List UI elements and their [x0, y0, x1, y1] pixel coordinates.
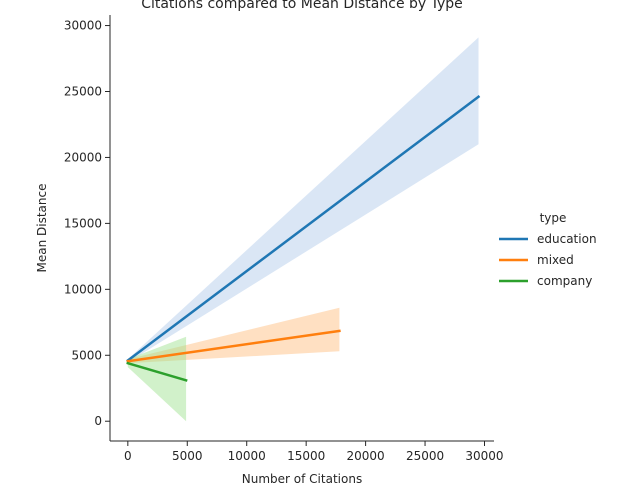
y-axis: 0 5000 10000 15000 20000 25000 30000: [64, 15, 111, 441]
legend-title: type: [540, 211, 567, 225]
x-tick-label: 0: [124, 449, 132, 463]
y-tick-label: 5000: [71, 348, 102, 362]
y-tick-label: 25000: [64, 84, 102, 98]
x-tick-label: 10000: [228, 449, 266, 463]
x-tick-label: 5000: [172, 449, 203, 463]
chart-title: Citations compared to Mean Distance by T…: [141, 0, 463, 12]
x-tick-label: 25000: [406, 449, 444, 463]
legend: type education mixed company: [499, 211, 597, 288]
y-axis-label: Mean Distance: [35, 184, 49, 273]
confidence-band-education: [127, 37, 479, 363]
legend-label-company: company: [537, 274, 592, 288]
x-tick-label: 20000: [347, 449, 385, 463]
x-tick-label: 30000: [465, 449, 503, 463]
y-tick-label: 15000: [64, 216, 102, 230]
x-tick-label: 15000: [287, 449, 325, 463]
y-tick-label: 20000: [64, 150, 102, 164]
regression-line-education: [126, 95, 481, 363]
x-axis: 0 5000 10000 15000 20000 25000 30000: [110, 440, 504, 463]
confidence-band-mixed: [127, 307, 340, 364]
legend-label-education: education: [537, 232, 597, 246]
y-tick-label: 10000: [64, 282, 102, 296]
x-axis-label: Number of Citations: [242, 472, 362, 486]
regression-line-company: [126, 361, 188, 382]
y-tick-label: 30000: [64, 19, 102, 33]
regression-line-mixed: [126, 329, 341, 363]
y-tick-label: 0: [94, 414, 102, 428]
legend-label-mixed: mixed: [537, 253, 574, 267]
